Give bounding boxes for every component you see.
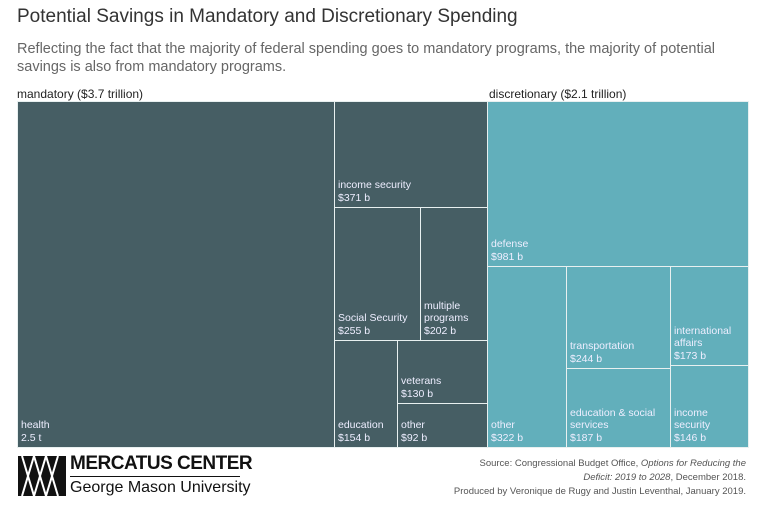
cell-label: income security bbox=[338, 179, 411, 191]
cell-value: $202 b bbox=[424, 324, 457, 337]
treemap-cell-income-security: income security $371 b bbox=[334, 101, 488, 208]
treemap-cell-multiple-programs: multiple programs $202 b bbox=[420, 207, 488, 341]
produced-by: Produced by Veronique de Rugy and Justin… bbox=[453, 486, 746, 497]
cell-value: $173 b bbox=[674, 349, 707, 362]
cell-label: income security bbox=[674, 406, 711, 432]
cell-label: international affairs bbox=[674, 324, 732, 350]
cell-label: education & social services bbox=[570, 406, 656, 432]
logo-line2: George Mason University bbox=[70, 479, 251, 496]
group-label-discretionary: discretionary ($2.1 trillion) bbox=[489, 87, 627, 101]
treemap-cell-education-social-services: education & social services $187 b bbox=[566, 368, 671, 448]
source-suffix: , December 2018. bbox=[670, 472, 746, 483]
cell-value: $92 b bbox=[401, 431, 428, 444]
treemap-cell-social-security: Social Security $255 b bbox=[334, 207, 421, 341]
treemap-cell-education: education $154 b bbox=[334, 340, 398, 448]
cell-value: $187 b bbox=[570, 431, 603, 444]
cell-label: multiple programs bbox=[424, 299, 469, 325]
treemap-cell-international-affairs: international affairs $173 b bbox=[670, 266, 749, 366]
cell-value: $255 b bbox=[338, 324, 371, 337]
treemap-cell-other: other $322 b bbox=[487, 266, 567, 448]
chart-title: Potential Savings in Mandatory and Discr… bbox=[17, 6, 518, 27]
cell-value: $154 b bbox=[338, 431, 371, 444]
cell-label: other bbox=[401, 419, 425, 431]
treemap-cell-transportation: transportation $244 b bbox=[566, 266, 671, 369]
source-prefix-line: Source: Congressional Budget Office, bbox=[479, 458, 641, 469]
source-note: Source: Congressional Budget Office, Sou… bbox=[454, 457, 746, 499]
mercatus-logo-icon bbox=[18, 456, 66, 496]
cell-label: defense bbox=[491, 238, 529, 250]
group-label-mandatory: mandatory ($3.7 trillion) bbox=[17, 87, 144, 101]
cell-label: transportation bbox=[570, 340, 635, 352]
chart-subtitle: Reflecting the fact that the majority of… bbox=[17, 41, 715, 75]
logo-line1: MERCATUS CENTER bbox=[70, 453, 253, 474]
treemap-cell-income-security: income security $146 b bbox=[670, 365, 749, 448]
cell-value: $981 b bbox=[491, 250, 524, 263]
treemap-cell-other: other $92 b bbox=[397, 403, 488, 448]
cell-label: education bbox=[338, 419, 384, 431]
cell-value: $322 b bbox=[491, 431, 524, 444]
treemap-cell-defense: defense $981 b bbox=[487, 101, 749, 267]
cell-label: other bbox=[491, 419, 515, 431]
cell-value: 2.5 t bbox=[21, 431, 42, 444]
treemap-cell-health: health 2.5 t bbox=[17, 101, 335, 448]
source-title-2: Deficit: 2019 to 2028 bbox=[583, 472, 671, 483]
logo-divider bbox=[70, 476, 240, 477]
cell-value: $130 b bbox=[401, 387, 434, 400]
cell-label: health bbox=[21, 419, 50, 431]
source-title: Options for Reducing the bbox=[640, 458, 746, 469]
cell-label: Social Security bbox=[338, 312, 408, 324]
cell-label: veterans bbox=[401, 375, 442, 387]
cell-value: $146 b bbox=[674, 431, 707, 444]
cell-value: $244 b bbox=[570, 352, 603, 365]
cell-value: $371 b bbox=[338, 191, 371, 204]
treemap-cell-veterans: veterans $130 b bbox=[397, 340, 488, 404]
